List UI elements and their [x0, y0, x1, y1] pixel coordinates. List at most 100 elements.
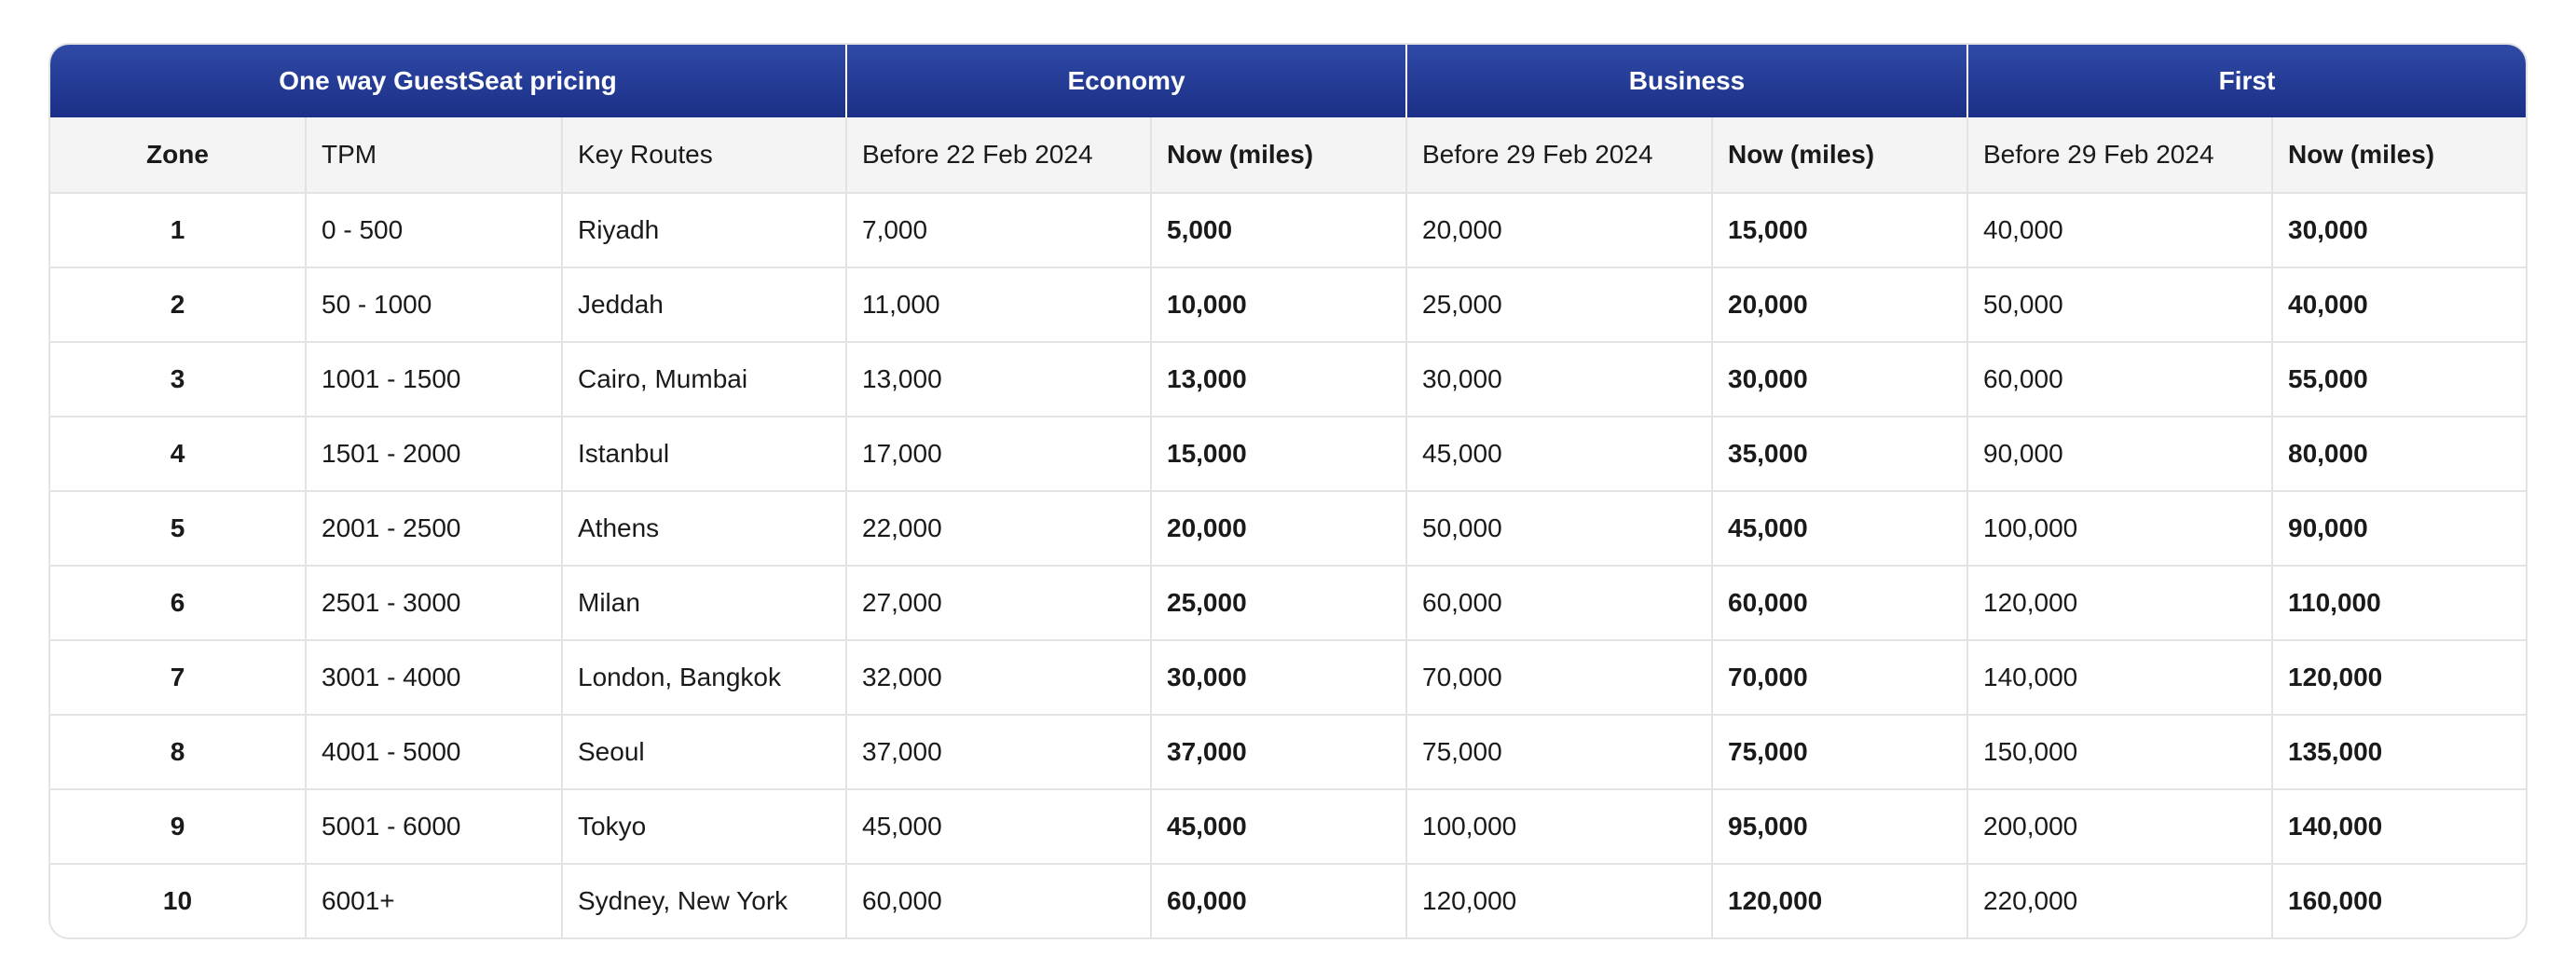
table-row: 7 3001 - 4000 London, Bangkok 32,000 30,…	[50, 640, 2526, 716]
table-body: 1 0 - 500 Riyadh 7,000 5,000 20,000 15,0…	[50, 193, 2526, 937]
first-now-cell: 110,000	[2272, 566, 2526, 641]
first-now-cell: 160,000	[2288, 886, 2383, 915]
key-routes-cell: Jeddah	[562, 267, 847, 343]
business-before-cell: 50,000	[1406, 491, 1713, 567]
tpm-cell: 5001 - 6000	[306, 789, 563, 865]
economy-now-cell: 37,000	[1151, 715, 1407, 790]
column-header-key-routes: Key Routes	[562, 117, 847, 194]
business-before-cell: 60,000	[1406, 566, 1713, 641]
table-row: 6 2501 - 3000 Milan 27,000 25,000 60,000…	[50, 566, 2526, 641]
column-header-tpm: TPM	[306, 117, 563, 194]
economy-before-cell: 7,000	[846, 193, 1152, 268]
zone-cell: 5	[50, 491, 307, 567]
first-now-cell: 135,000	[2272, 715, 2526, 790]
guestseat-pricing-table-container: One way GuestSeat pricing Economy Busine…	[48, 43, 2528, 939]
first-before-cell: 40,000	[1967, 193, 2273, 268]
key-routes-cell: Seoul	[562, 715, 847, 790]
first-before-cell: 220,000	[1967, 864, 2273, 937]
key-routes-cell: Riyadh	[562, 193, 847, 268]
table-row: 3 1001 - 1500 Cairo, Mumbai 13,000 13,00…	[50, 342, 2526, 417]
first-now-cell: 80,000	[2272, 417, 2526, 492]
key-routes-cell: Sydney, New York	[562, 864, 847, 937]
economy-before-cell: 13,000	[846, 342, 1152, 417]
first-now-cell: 90,000	[2272, 491, 2526, 567]
first-before-cell: 90,000	[1967, 417, 2273, 492]
economy-now-cell: 5,000	[1151, 193, 1407, 268]
business-before-cell: 30,000	[1406, 342, 1713, 417]
tpm-cell: 1501 - 2000	[306, 417, 563, 492]
zone-cell: 6	[50, 566, 307, 641]
key-routes-cell: London, Bangkok	[562, 640, 847, 716]
table-row: 4 1501 - 2000 Istanbul 17,000 15,000 45,…	[50, 417, 2526, 492]
economy-before-cell: 32,000	[846, 640, 1152, 716]
column-header-business-before: Before 29 Feb 2024	[1406, 117, 1713, 194]
zone-cell: 2	[50, 267, 307, 343]
table-row: 2 50 - 1000 Jeddah 11,000 10,000 25,000 …	[50, 267, 2526, 343]
tpm-cell: 2501 - 3000	[306, 566, 563, 641]
key-routes-cell: Cairo, Mumbai	[562, 342, 847, 417]
column-header-first-now: Now (miles)	[2272, 117, 2526, 194]
zone-cell: 3	[50, 342, 307, 417]
zone-cell: 9	[50, 789, 307, 865]
business-now-cell: 30,000	[1712, 342, 1968, 417]
economy-now-cell: 15,000	[1151, 417, 1407, 492]
zone-cell: 1	[50, 193, 307, 268]
first-before-cell: 60,000	[1967, 342, 2273, 417]
economy-before-cell: 60,000	[846, 864, 1152, 937]
first-before-cell: 120,000	[1967, 566, 2273, 641]
group-header-pricing: One way GuestSeat pricing	[50, 45, 847, 117]
table-row: 9 5001 - 6000 Tokyo 45,000 45,000 100,00…	[50, 789, 2526, 865]
tpm-cell: 2001 - 2500	[306, 491, 563, 567]
economy-before-cell: 27,000	[846, 566, 1152, 641]
business-before-cell: 70,000	[1406, 640, 1713, 716]
economy-before-cell: 37,000	[846, 715, 1152, 790]
economy-now-cell: 10,000	[1151, 267, 1407, 343]
tpm-cell: 1001 - 1500	[306, 342, 563, 417]
column-header-business-now: Now (miles)	[1712, 117, 1968, 194]
first-now-cell: 30,000	[2272, 193, 2526, 268]
zone-cell: 8	[50, 715, 307, 790]
tpm-cell: 50 - 1000	[306, 267, 563, 343]
economy-now-cell: 30,000	[1151, 640, 1407, 716]
column-header-row: Zone TPM Key Routes Before 22 Feb 2024 N…	[50, 117, 2526, 194]
economy-before-cell: 22,000	[846, 491, 1152, 567]
table-row: 5 2001 - 2500 Athens 22,000 20,000 50,00…	[50, 491, 2526, 567]
first-before-cell: 140,000	[1967, 640, 2273, 716]
first-now-cell: 55,000	[2272, 342, 2526, 417]
economy-before-cell: 11,000	[846, 267, 1152, 343]
first-now-cell: 40,000	[2272, 267, 2526, 343]
key-routes-cell: Milan	[562, 566, 847, 641]
group-header-first: First	[1967, 45, 2526, 117]
column-header-economy-before: Before 22 Feb 2024	[846, 117, 1152, 194]
tpm-cell: 4001 - 5000	[306, 715, 563, 790]
economy-now-cell: 20,000	[1151, 491, 1407, 567]
business-now-cell: 120,000	[1712, 864, 1968, 937]
economy-now-cell: 60,000	[1151, 864, 1407, 937]
zone-cell: 10	[50, 864, 307, 937]
tpm-cell: 3001 - 4000	[306, 640, 563, 716]
business-now-cell: 35,000	[1712, 417, 1968, 492]
first-before-cell: 100,000	[1967, 491, 2273, 567]
business-now-cell: 20,000	[1712, 267, 1968, 343]
business-now-cell: 60,000	[1712, 566, 1968, 641]
first-before-cell: 150,000	[1967, 715, 2273, 790]
first-now-cell: 140,000	[2272, 789, 2526, 865]
business-now-cell: 45,000	[1712, 491, 1968, 567]
key-routes-cell: Athens	[562, 491, 847, 567]
business-now-cell: 75,000	[1712, 715, 1968, 790]
business-now-cell: 95,000	[1712, 789, 1968, 865]
table-row: 10 6001+ Sydney, New York 60,000 60,000 …	[50, 864, 2526, 937]
economy-now-cell: 45,000	[1151, 789, 1407, 865]
group-header-row: One way GuestSeat pricing Economy Busine…	[50, 45, 2526, 117]
guestseat-pricing-table: One way GuestSeat pricing Economy Busine…	[50, 45, 2526, 937]
economy-now-cell: 25,000	[1151, 566, 1407, 641]
tpm-cell: 6001+	[306, 864, 563, 937]
business-before-cell: 20,000	[1406, 193, 1713, 268]
business-before-cell: 75,000	[1406, 715, 1713, 790]
column-header-economy-now: Now (miles)	[1151, 117, 1407, 194]
column-header-zone: Zone	[50, 117, 307, 194]
first-before-cell: 200,000	[1967, 789, 2273, 865]
zone-cell: 7	[50, 640, 307, 716]
economy-before-cell: 17,000	[846, 417, 1152, 492]
group-header-business: Business	[1406, 45, 1968, 117]
